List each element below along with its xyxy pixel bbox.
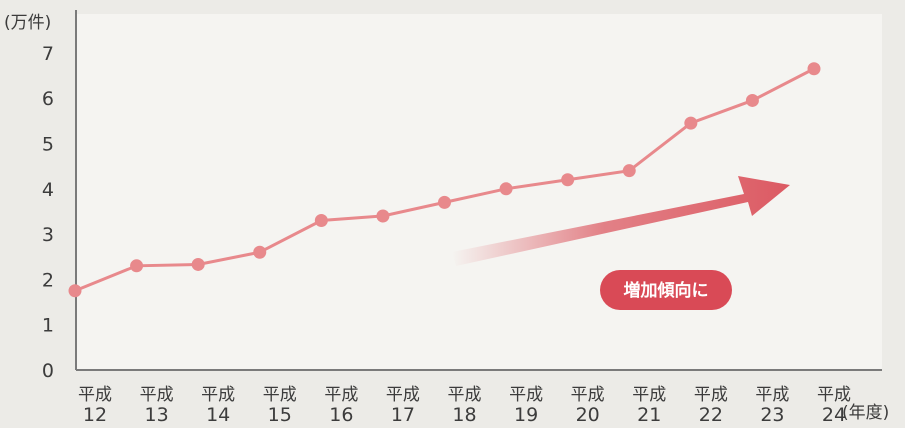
x-tick-label-year: 14 — [206, 404, 230, 426]
x-tick-label-era: 平成 — [263, 385, 297, 405]
data-point — [438, 195, 451, 209]
x-tick-label-year: 20 — [576, 404, 600, 426]
y-tick-label: 5 — [42, 134, 54, 156]
data-point — [561, 173, 575, 187]
y-tick-label: 4 — [42, 179, 54, 201]
x-tick-label-era: 平成 — [571, 385, 605, 405]
x-tick-label-era: 平成 — [632, 385, 666, 405]
x-tick-label-era: 平成 — [448, 385, 482, 405]
x-tick-label-year: 12 — [83, 404, 107, 426]
y-tick-label: 1 — [42, 315, 54, 337]
x-tick-label-year: 24 — [822, 404, 846, 426]
y-tick-label: 2 — [42, 269, 54, 291]
x-tick-label-year: 16 — [329, 404, 353, 426]
x-tick-label-year: 18 — [452, 404, 476, 426]
data-point — [191, 257, 205, 271]
y-tick-label: 6 — [42, 88, 54, 110]
trend-arrow — [452, 176, 790, 266]
y-tick-label: 7 — [42, 43, 54, 65]
trend-badge — [600, 270, 732, 310]
x-tick-label-year: 21 — [637, 404, 661, 426]
x-tick-label-era: 平成 — [694, 385, 728, 405]
data-point — [376, 209, 390, 223]
x-tick-label-year: 22 — [699, 404, 723, 426]
x-axis-unit: (年度) — [842, 403, 889, 423]
y-tick-label: 3 — [42, 224, 54, 246]
x-tick-label-era: 平成 — [78, 385, 112, 405]
trend-badge-label: 増加傾向に — [624, 280, 709, 301]
x-tick-label-era: 平成 — [140, 385, 174, 405]
x-tick-label-year: 23 — [760, 404, 784, 426]
data-point — [622, 164, 636, 178]
y-tick-label: 0 — [42, 360, 54, 382]
data-point — [130, 259, 144, 273]
y-axis-unit: (万件) — [4, 13, 51, 33]
x-tick-label-era: 平成 — [817, 385, 851, 405]
x-tick-label-era: 平成 — [386, 385, 420, 405]
data-point — [253, 245, 267, 259]
x-tick-label-era: 平成 — [755, 385, 789, 405]
x-tick-label-year: 13 — [144, 404, 168, 426]
data-point — [499, 182, 513, 196]
x-tick-label-era: 平成 — [509, 385, 543, 405]
data-point — [314, 214, 328, 228]
x-tick-label-era: 平成 — [324, 385, 358, 405]
data-point — [68, 284, 82, 298]
data-point — [807, 62, 821, 76]
x-tick-label-year: 19 — [514, 404, 538, 426]
data-point — [684, 116, 698, 130]
x-tick-label-year: 17 — [391, 404, 415, 426]
x-tick-label-era: 平成 — [201, 385, 235, 405]
x-tick-label-year: 15 — [268, 404, 292, 426]
data-point — [745, 93, 759, 107]
